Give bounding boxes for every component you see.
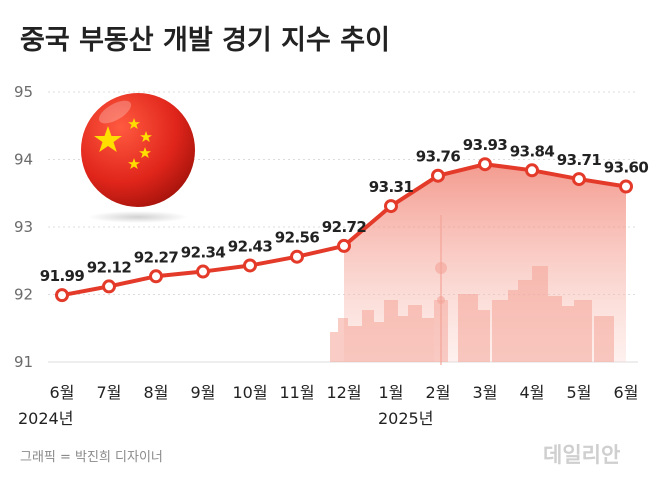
x-tick-label: 7월 (97, 383, 122, 402)
skyline-building (374, 322, 384, 362)
skyline-building (518, 280, 532, 362)
y-axis: 95 94 93 92 91 (14, 83, 33, 371)
data-label: 91.99 (40, 267, 85, 285)
series-line (55, 157, 633, 303)
skyline-building (338, 318, 348, 362)
data-point (149, 269, 163, 284)
tower-base (434, 300, 448, 362)
skyline-building (398, 316, 408, 362)
year-label-2025: 2025년 (378, 409, 433, 428)
y-tick-label: 92 (14, 286, 33, 304)
skyline-building (492, 300, 508, 362)
data-point (290, 249, 304, 264)
data-point (337, 238, 351, 253)
data-point (619, 179, 633, 194)
skyline-building (594, 316, 614, 362)
skyline-building (548, 296, 562, 362)
skyline-building (348, 326, 362, 362)
data-label: 92.27 (134, 248, 179, 266)
data-point (478, 157, 492, 172)
y-tick-label: 91 (14, 353, 33, 371)
x-tick-label: 2월 (426, 383, 451, 402)
skyline-building (384, 300, 398, 362)
skyline-building (408, 305, 422, 362)
data-point (55, 288, 69, 303)
data-label: 92.72 (322, 218, 367, 236)
data-label: 92.43 (228, 237, 273, 255)
data-label: 93.60 (604, 159, 649, 177)
data-label: 93.31 (369, 178, 414, 196)
x-tick-label: 5월 (567, 383, 592, 402)
data-label: 93.93 (463, 136, 508, 154)
data-point (196, 264, 210, 279)
data-label: 93.76 (416, 148, 461, 166)
year-label-2024: 2024년 (18, 409, 73, 428)
skyline-building (508, 290, 518, 362)
chart-title: 중국 부동산 개발 경기 지수 추이 (20, 25, 390, 56)
skyline-building (574, 300, 592, 362)
x-axis: 6월 7월 8월 9월 10월 11월 12월 1월 2월 3월 4월 5월 6월 (50, 383, 639, 402)
x-tick-label: 6월 (50, 383, 75, 402)
x-tick-label: 3월 (473, 383, 498, 402)
skyline-building (362, 310, 374, 362)
x-tick-label: 1월 (379, 383, 404, 402)
data-label: 93.71 (557, 151, 602, 169)
y-tick-label: 95 (14, 83, 33, 101)
skyline-building (458, 294, 478, 362)
x-tick-label: 10월 (232, 383, 267, 402)
skyline-building (532, 266, 548, 362)
x-tick-label: 11월 (279, 383, 314, 402)
x-tick-label: 12월 (326, 383, 361, 402)
data-point (102, 279, 116, 294)
data-point (525, 163, 539, 178)
data-point (384, 199, 398, 214)
tower-ball (435, 262, 447, 274)
data-label: 92.56 (275, 229, 320, 247)
skyline-building (330, 332, 338, 362)
x-tick-label: 9월 (191, 383, 216, 402)
y-tick-label: 94 (14, 151, 33, 169)
x-tick-label: 8월 (144, 383, 169, 402)
y-tick-label: 93 (14, 218, 33, 236)
skyline-illustration (330, 215, 614, 365)
data-label: 92.12 (87, 258, 132, 276)
data-point (572, 172, 586, 187)
china-flag-ball-icon (81, 93, 195, 223)
data-point (243, 258, 257, 273)
data-label: 93.84 (510, 142, 555, 160)
data-label: 92.34 (181, 244, 226, 262)
skyline-building (562, 306, 574, 362)
credit-text: 그래픽 = 박진희 디자이너 (20, 450, 163, 465)
watermark-logo: 데일리안 (543, 443, 620, 467)
data-point (431, 168, 445, 183)
tower-spire (440, 215, 442, 365)
skyline-building (422, 318, 434, 362)
x-tick-label: 6월 (614, 383, 639, 402)
x-tick-label: 4월 (520, 383, 545, 402)
skyline-building (478, 310, 490, 362)
